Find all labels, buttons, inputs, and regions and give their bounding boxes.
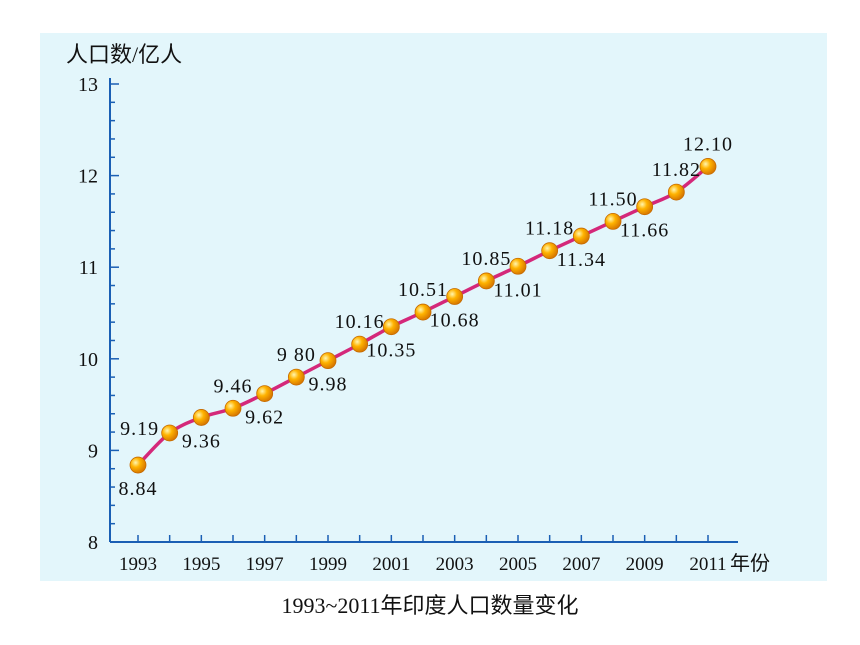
data-label: 9.62 (245, 407, 284, 429)
y-axis-label: 人口数/亿人 (66, 42, 182, 67)
y-tick-label: 8 (88, 532, 98, 554)
data-label: 9.36 (182, 430, 221, 452)
data-label: 9.19 (120, 418, 159, 440)
data-label: 10.16 (335, 311, 385, 333)
data-point-marker (604, 212, 622, 230)
data-point-marker (699, 158, 717, 175)
data-label: 8.84 (119, 478, 158, 500)
data-point-marker (382, 318, 400, 336)
y-tick-label: 12 (78, 166, 98, 188)
data-label: 9.98 (309, 374, 348, 396)
data-point-marker (224, 399, 242, 417)
data-label: 12.10 (683, 133, 733, 155)
data-label: 11.34 (557, 249, 606, 271)
data-point-marker (414, 303, 432, 321)
data-point-marker (287, 368, 305, 386)
data-point-marker (636, 198, 654, 216)
data-point-marker (256, 385, 274, 403)
data-point-marker (446, 288, 464, 305)
data-point-marker (667, 183, 685, 201)
chart-caption: 1993~2011年印度人口数量变化 (281, 593, 579, 618)
data-label: 11.50 (588, 188, 637, 210)
x-tick-label: 2003 (436, 554, 474, 575)
x-tick-label: 2007 (562, 554, 600, 575)
data-label: 10.51 (398, 279, 448, 301)
data-label: 10.85 (461, 248, 511, 270)
data-label: 11.18 (525, 218, 574, 240)
x-axis-label: 年份 (730, 552, 770, 575)
data-point-marker (509, 257, 527, 275)
x-tick-label: 1995 (182, 554, 220, 575)
y-tick-label: 10 (78, 349, 98, 371)
y-tick-label: 13 (78, 74, 98, 96)
x-tick-label: 2011 (689, 554, 726, 575)
data-point-marker (319, 352, 337, 370)
x-tick-label: 1999 (309, 554, 347, 575)
data-label: 10.35 (366, 340, 416, 362)
data-point-marker (541, 242, 559, 260)
data-point-marker (351, 335, 369, 353)
y-tick-label: 9 (88, 440, 98, 462)
data-label: 11.66 (620, 220, 669, 242)
x-tick-label: 2009 (626, 554, 664, 575)
data-label: 10.68 (430, 310, 480, 332)
data-point-marker (129, 456, 147, 474)
x-tick-label: 2005 (499, 554, 537, 575)
x-tick-label: 2001 (372, 554, 410, 575)
data-point-marker (192, 409, 210, 426)
data-point-marker (161, 424, 179, 442)
data-label: 11.01 (493, 279, 542, 301)
data-label: 11.82 (652, 159, 701, 181)
data-point-marker (572, 227, 590, 245)
x-tick-label: 1997 (246, 554, 284, 575)
data-label: 9 80 (277, 344, 316, 366)
x-tick-label: 1993 (119, 554, 157, 575)
y-tick-label: 11 (79, 257, 98, 279)
data-point-marker (477, 272, 495, 290)
data-label: 9.46 (214, 375, 253, 397)
